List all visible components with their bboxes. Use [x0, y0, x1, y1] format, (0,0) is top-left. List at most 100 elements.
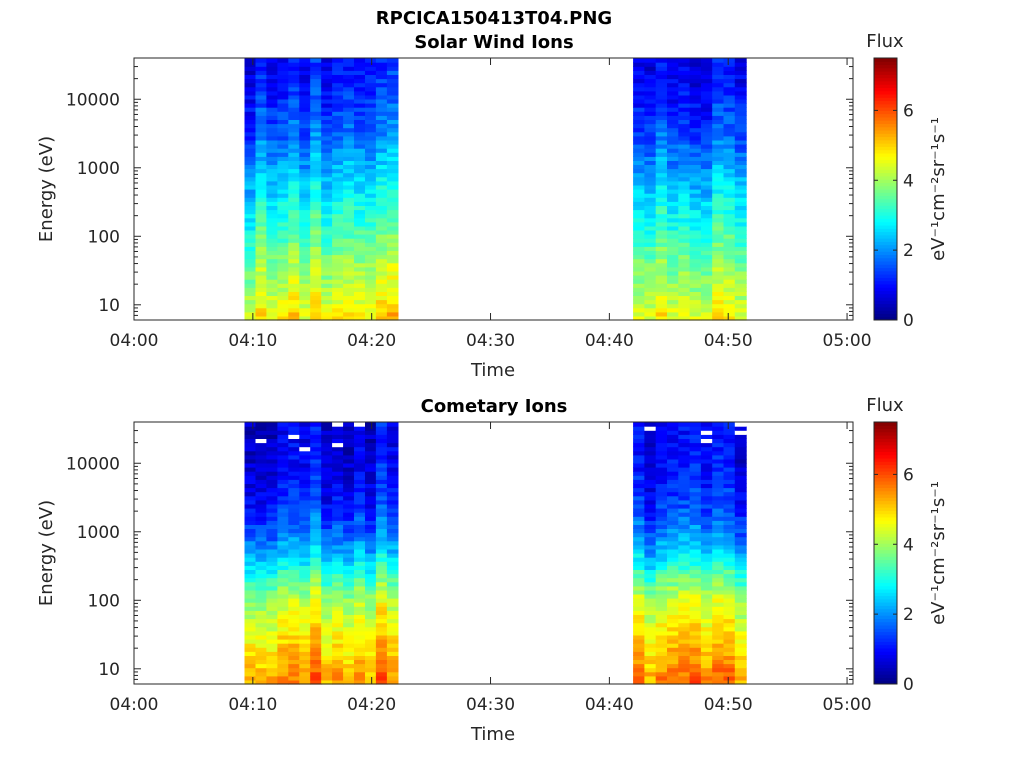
- heatmap-cell: [244, 581, 257, 587]
- heatmap-cell: [321, 74, 333, 80]
- heatmap-cell: [689, 86, 702, 92]
- heatmap-cell: [734, 66, 747, 71]
- heatmap-cell: [277, 234, 289, 239]
- heatmap-cell: [354, 250, 366, 256]
- heatmap-cell: [299, 479, 311, 484]
- heatmap-cell: [700, 193, 713, 198]
- heatmap-cell: [712, 86, 725, 92]
- heatmap-cell: [310, 197, 322, 202]
- heatmap-cell: [288, 450, 300, 456]
- heatmap-cell: [321, 499, 333, 505]
- heatmap-cell: [700, 434, 713, 439]
- heatmap-cell: [689, 532, 702, 538]
- heatmap-cell: [321, 557, 333, 562]
- heatmap-cell: [354, 156, 366, 161]
- heatmap-cell: [299, 62, 311, 67]
- heatmap-cell: [299, 66, 311, 71]
- x-axis-ticks: 04:00 04:10 04:20 04:30 04:40 04:50 05:00: [110, 422, 872, 715]
- heatmap-cell: [299, 548, 311, 554]
- heatmap-cell: [255, 70, 268, 75]
- heatmap-cell: [386, 209, 399, 215]
- heatmap-cell: [310, 254, 322, 260]
- heatmap-cell: [633, 107, 645, 112]
- heatmap-cell: [277, 569, 289, 575]
- heatmap-cell: [266, 123, 278, 129]
- heatmap-cell: [689, 569, 702, 575]
- heatmap-cell: [299, 544, 311, 550]
- heatmap-cell: [299, 266, 311, 272]
- heatmap-cell: [288, 90, 300, 96]
- heatmap-cell: [310, 495, 322, 501]
- heatmap-cell: [332, 184, 344, 190]
- heatmap-cell: [700, 520, 713, 525]
- heatmap-cell: [244, 275, 257, 280]
- heatmap-cell: [332, 430, 344, 435]
- heatmap-cell: [633, 115, 645, 120]
- heatmap-cell: [277, 426, 289, 431]
- heatmap-cell: [723, 58, 736, 63]
- colorbar-segment: [874, 572, 897, 577]
- heatmap-cell: [255, 139, 268, 145]
- heatmap-cell: [255, 209, 268, 215]
- heatmap-cell: [299, 532, 311, 538]
- heatmap-cell: [667, 148, 679, 153]
- heatmap-cell: [288, 467, 300, 472]
- heatmap-cell: [354, 532, 366, 538]
- heatmap-cell: [365, 287, 377, 292]
- heatmap-cell: [277, 242, 289, 247]
- heatmap-cell: [375, 209, 388, 215]
- heatmap-cell: [321, 254, 333, 260]
- heatmap-cell: [633, 512, 645, 517]
- heatmap-cell: [365, 557, 377, 562]
- colorbar-segment: [874, 484, 897, 488]
- heatmap-cell: [321, 205, 333, 211]
- heatmap-cell: [343, 446, 355, 452]
- heatmap-cell: [255, 536, 268, 542]
- heatmap-cell: [266, 528, 278, 534]
- heatmap-cell: [644, 626, 657, 632]
- heatmap-cell: [343, 225, 355, 231]
- heatmap-cell: [375, 508, 388, 513]
- heatmap-cell: [655, 148, 668, 153]
- heatmap-cell: [678, 229, 691, 235]
- heatmap-cell: [288, 246, 300, 251]
- heatmap-cell: [644, 585, 657, 591]
- heatmap-cell: [712, 164, 725, 170]
- heatmap-cell: [332, 111, 344, 116]
- heatmap-cell: [255, 144, 268, 149]
- heatmap-cell: [712, 422, 725, 427]
- colorbar-segment: [874, 87, 897, 92]
- heatmap-cell: [700, 250, 713, 256]
- heatmap-cell: [734, 164, 747, 170]
- heatmap-cell: [644, 287, 657, 292]
- heatmap-cell: [655, 462, 668, 468]
- heatmap-cell: [700, 426, 713, 431]
- heatmap-cell: [667, 663, 679, 669]
- colorbar-segment: [874, 139, 897, 144]
- heatmap-cell: [332, 479, 344, 484]
- heatmap-cell: [299, 581, 311, 587]
- heatmap-cell: [678, 250, 691, 256]
- heatmap-cell: [277, 193, 289, 198]
- heatmap-cell: [375, 458, 388, 464]
- heatmap-cell: [255, 168, 268, 174]
- heatmap-cell: [244, 487, 257, 493]
- heatmap-cell: [723, 139, 736, 145]
- colorbar-segment: [874, 664, 897, 669]
- heatmap-cell: [667, 422, 679, 427]
- heatmap-cell: [712, 634, 725, 640]
- heatmap-cell: [700, 135, 713, 141]
- heatmap-cell: [244, 454, 257, 460]
- heatmap-cell: [255, 164, 268, 170]
- heatmap-cell: [288, 430, 300, 435]
- heatmap-cell: [266, 307, 278, 313]
- heatmap-cell: [365, 503, 377, 509]
- heatmap-cell: [321, 250, 333, 256]
- heatmap-cell: [723, 508, 736, 513]
- heatmap-cell: [712, 307, 725, 313]
- heatmap-cell: [332, 553, 344, 558]
- heatmap-cell: [354, 225, 366, 231]
- heatmap-cell: [734, 58, 747, 63]
- heatmap-cell: [375, 540, 388, 546]
- heatmap-cell: [310, 58, 322, 63]
